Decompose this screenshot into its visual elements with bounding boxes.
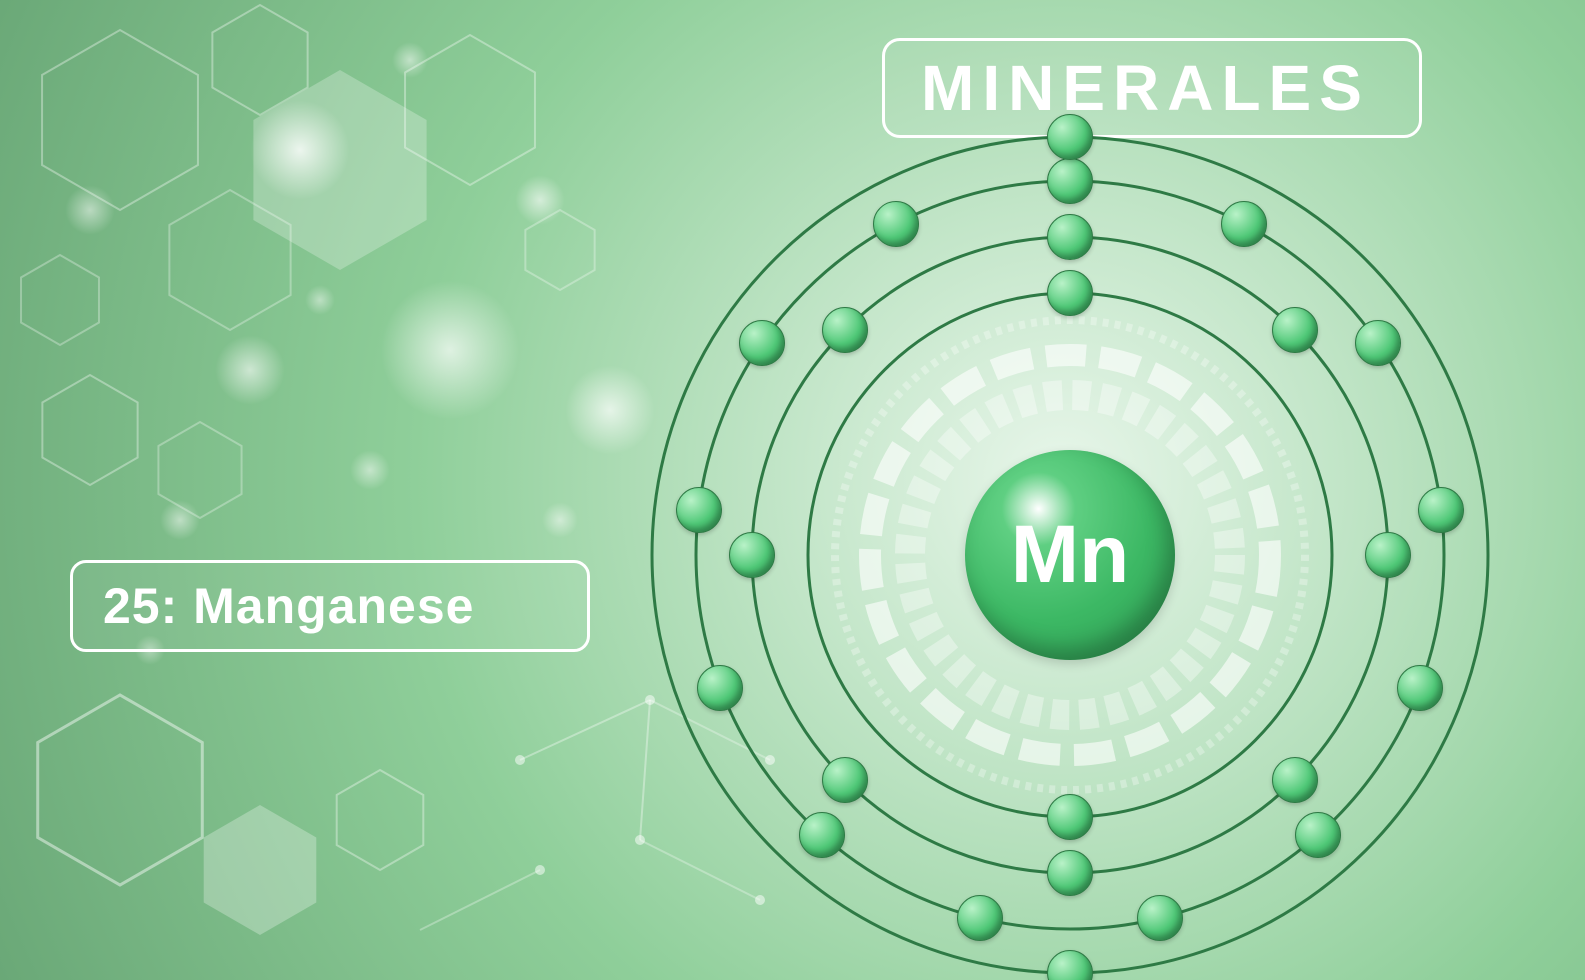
electron	[1272, 757, 1318, 803]
electron	[1047, 214, 1093, 260]
nucleus-symbol: Mn	[1011, 508, 1129, 602]
electron	[729, 532, 775, 578]
atom-diagram: Mn	[626, 111, 1514, 980]
electron	[739, 320, 785, 366]
electron	[957, 895, 1003, 941]
electron	[822, 307, 868, 353]
element-badge: 25: Manganese	[70, 560, 590, 652]
infographic-stage: MINERALES 25: Manganese Mn	[0, 0, 1585, 980]
electron	[1355, 320, 1401, 366]
electron	[873, 201, 919, 247]
electron	[1047, 158, 1093, 204]
element-text: 25: Manganese	[103, 577, 474, 635]
electron	[1365, 532, 1411, 578]
electron	[1295, 812, 1341, 858]
electron	[1397, 665, 1443, 711]
electron	[822, 757, 868, 803]
electron	[1221, 201, 1267, 247]
electron	[1418, 487, 1464, 533]
electron	[1137, 895, 1183, 941]
electron	[676, 487, 722, 533]
electron	[1047, 794, 1093, 840]
electron	[1047, 114, 1093, 160]
electron	[1272, 307, 1318, 353]
electron	[799, 812, 845, 858]
electron	[1047, 270, 1093, 316]
electron	[1047, 850, 1093, 896]
electron	[697, 665, 743, 711]
